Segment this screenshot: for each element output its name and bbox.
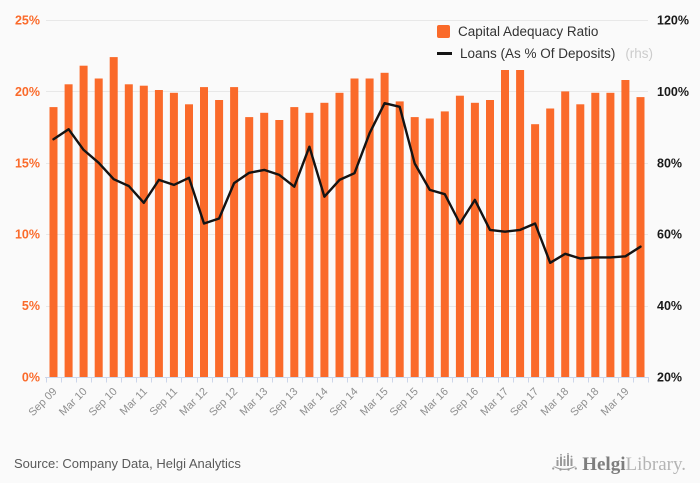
bar-capital-adequacy-ratio: [486, 100, 494, 377]
y-axis-label-left: 25%: [15, 14, 40, 28]
bar-capital-adequacy-ratio: [380, 72, 389, 378]
bar-capital-adequacy-ratio: [79, 65, 88, 377]
bar-capital-adequacy-ratio: [154, 90, 163, 377]
x-axis-label: Sep 09: [26, 386, 59, 419]
logo-text-helgi: Helgi: [582, 453, 626, 475]
bar-capital-adequacy-ratio: [275, 120, 284, 377]
y-axis-label-left: 5%: [22, 299, 40, 313]
bar-capital-adequacy-ratio: [230, 87, 239, 377]
bar-capital-adequacy-ratio: [260, 112, 269, 378]
x-axis-label: Mar 15: [358, 386, 391, 419]
bar-capital-adequacy-ratio: [64, 84, 73, 378]
x-axis-label: Sep 10: [87, 386, 120, 419]
x-axis-label: Mar 11: [118, 386, 150, 418]
x-axis-label: Sep 13: [267, 386, 300, 419]
footer: Source: Company Data, Helgi Analytics: [0, 447, 700, 479]
bar-capital-adequacy-ratio: [425, 118, 434, 377]
legend-swatch-line: [437, 52, 452, 55]
bar-capital-adequacy-ratio: [290, 107, 299, 377]
x-axis-label: Sep 18: [568, 386, 601, 419]
x-axis-label: Sep 11: [147, 386, 180, 419]
bar-capital-adequacy-ratio: [546, 108, 555, 377]
helgi-library-logo[interactable]: HelgiLibrary.: [552, 452, 687, 475]
x-axis-label: Mar 12: [177, 386, 210, 419]
y-axis-label-right: 20%: [657, 371, 682, 385]
bar-capital-adequacy-ratio: [124, 84, 133, 378]
y-axis-label-right: 100%: [657, 85, 689, 99]
bar-capital-adequacy-ratio: [350, 78, 359, 377]
x-axis-label: Mar 18: [539, 386, 572, 419]
y-axis-label-left: 20%: [15, 85, 40, 99]
y-axis-label-right: 120%: [657, 14, 689, 28]
bar-capital-adequacy-ratio: [245, 117, 254, 377]
bar-capital-adequacy-ratio: [470, 102, 479, 378]
x-axis-label: Mar 10: [57, 386, 90, 419]
x-axis-label: Mar 14: [298, 386, 331, 419]
bar-capital-adequacy-ratio: [395, 101, 404, 378]
source-text: Source: Company Data, Helgi Analytics: [14, 455, 241, 471]
legend-item-capital-adequacy[interactable]: Capital Adequacy Ratio: [437, 24, 653, 39]
bar-capital-adequacy-ratio: [215, 100, 224, 377]
x-axis-label: Sep 12: [207, 386, 240, 419]
y-axis-label-right: 40%: [657, 299, 682, 313]
bar-capital-adequacy-ratio: [440, 111, 449, 378]
bar-capital-adequacy-ratio: [185, 104, 193, 378]
logo-text-library: Library.: [625, 453, 687, 475]
y-axis-label-left: 15%: [15, 156, 40, 170]
bar-capital-adequacy-ratio: [516, 70, 525, 377]
y-axis-label-left: 10%: [15, 228, 40, 242]
x-axis-label: Sep 16: [448, 386, 481, 419]
loans-line: [52, 101, 642, 264]
bar-capital-adequacy-ratio: [591, 92, 600, 378]
legend-item-loans[interactable]: Loans (As % Of Deposits) (rhs): [437, 46, 653, 61]
bar-capital-adequacy-ratio: [455, 95, 464, 377]
bar-capital-adequacy-ratio: [636, 97, 645, 377]
y-axis-label-right: 60%: [657, 228, 682, 242]
legend-swatch-bar: [437, 25, 450, 38]
legend-label-loans: Loans (As % Of Deposits): [460, 46, 616, 61]
bar-capital-adequacy-ratio: [109, 57, 118, 377]
x-axis-label: Sep 14: [327, 386, 360, 419]
bar-capital-adequacy-ratio: [576, 104, 585, 378]
bar-capital-adequacy-ratio: [621, 80, 630, 377]
legend-label-capital-adequacy: Capital Adequacy Ratio: [458, 24, 599, 39]
bar-capital-adequacy-ratio: [305, 112, 314, 378]
bar-capital-adequacy-ratio: [139, 85, 148, 377]
legend-label-rhs: (rhs): [625, 46, 654, 61]
bar-capital-adequacy-ratio: [501, 70, 509, 377]
x-axis-label: Sep 15: [388, 386, 421, 419]
bar-capital-adequacy-ratio: [49, 107, 58, 377]
bar-capital-adequacy-ratio: [169, 92, 178, 378]
x-axis-label: Mar 16: [418, 386, 451, 419]
bar-capital-adequacy-ratio: [531, 124, 540, 377]
y-axis-label-right: 80%: [657, 156, 682, 170]
bar-capital-adequacy-ratio: [410, 117, 419, 377]
bar-capital-adequacy-ratio: [561, 91, 570, 378]
helgi-ship-icon: [552, 452, 578, 471]
bar-capital-adequacy-ratio: [606, 92, 615, 378]
bar-capital-adequacy-ratio: [320, 102, 329, 378]
bar-capital-adequacy-ratio: [94, 78, 103, 377]
legend: Capital Adequacy Ratio Loans (As % Of De…: [437, 24, 653, 61]
bar-capital-adequacy-ratio: [200, 87, 208, 377]
x-axis-label: Mar 13: [238, 386, 271, 419]
bar-capital-adequacy-ratio: [365, 78, 374, 377]
x-axis-label: Mar 19: [599, 386, 632, 419]
bar-capital-adequacy-ratio: [335, 92, 344, 378]
x-axis-label: Mar 17: [478, 386, 511, 419]
x-axis-label: Sep 17: [508, 386, 541, 419]
y-axis-label-left: 0%: [22, 371, 40, 385]
